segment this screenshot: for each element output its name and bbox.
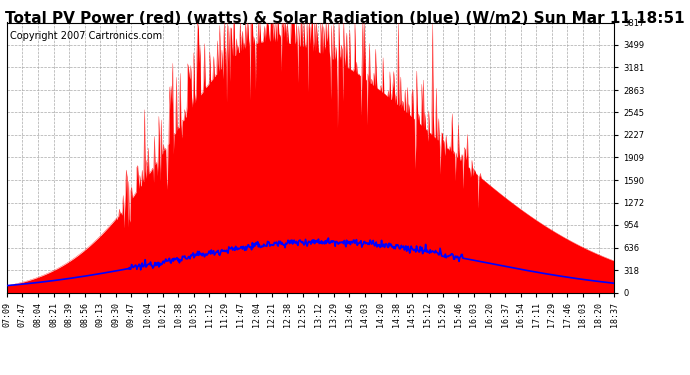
- Text: Total PV Power (red) (watts) & Solar Radiation (blue) (W/m2) Sun Mar 11 18:51: Total PV Power (red) (watts) & Solar Rad…: [6, 11, 684, 26]
- Text: Copyright 2007 Cartronics.com: Copyright 2007 Cartronics.com: [10, 31, 162, 40]
